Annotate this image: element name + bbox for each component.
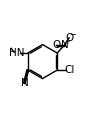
Text: N: N <box>61 40 69 50</box>
Text: −: − <box>69 30 76 39</box>
Text: HN: HN <box>9 48 24 58</box>
Text: Cl: Cl <box>64 65 75 75</box>
Text: O: O <box>65 33 73 43</box>
Text: +: + <box>65 39 70 45</box>
Text: O: O <box>52 40 61 50</box>
Text: N: N <box>20 78 28 88</box>
